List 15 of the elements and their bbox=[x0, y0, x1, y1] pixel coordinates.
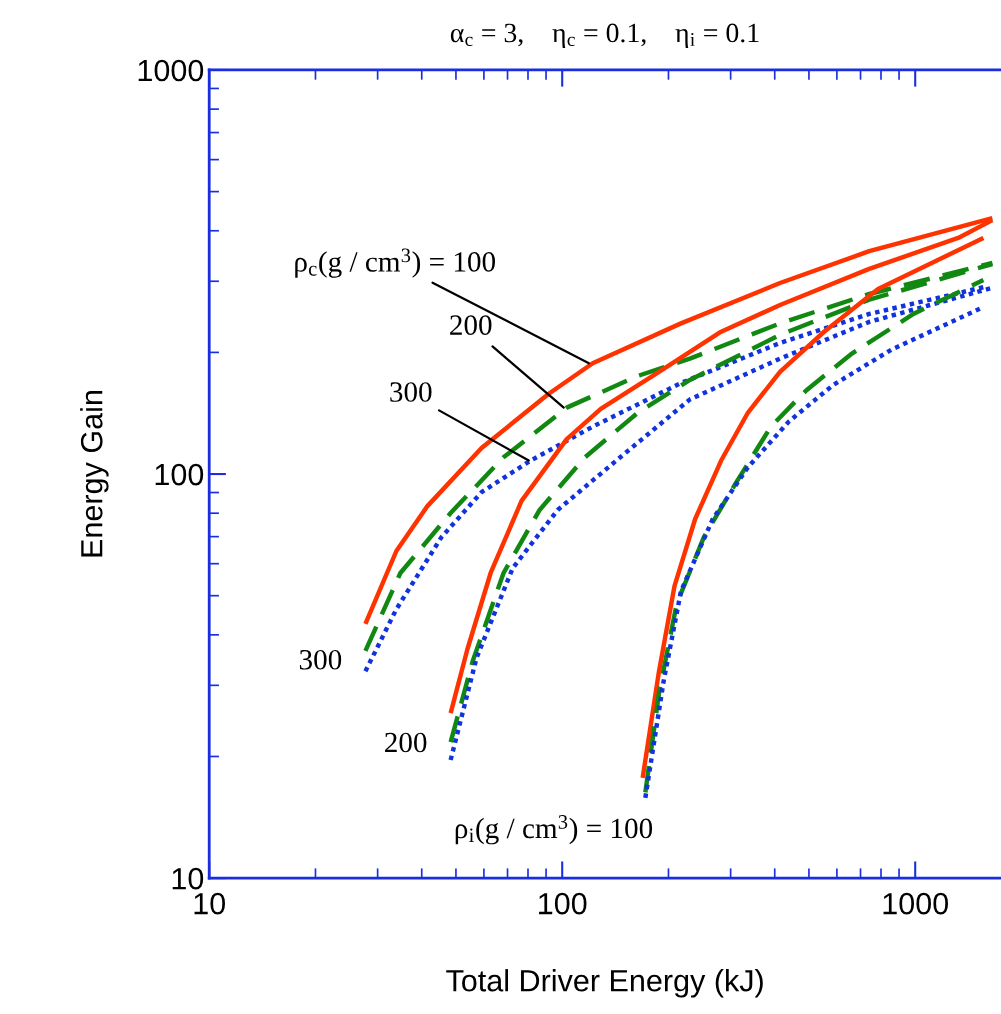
x-axis-title: Total Driver Energy (kJ) bbox=[446, 969, 763, 998]
annotation: ρ$_{i}$(g / cm$^{3}$) = 100 bbox=[455, 815, 653, 845]
x-tick-label: 1000 bbox=[883, 892, 948, 915]
annotation: 300 bbox=[299, 649, 342, 670]
annotation: 300 bbox=[390, 382, 432, 402]
y-tick-label: 100 bbox=[155, 463, 204, 486]
annotation: ρ$_{c}$(g / cm$^{3}$) = 100 bbox=[295, 248, 496, 278]
chart-title: α$_{c}$ = 3, η$_{c}$ = 0.1, η$_{i}$ = 0.1 bbox=[450, 23, 759, 48]
x-tick-label: 10 bbox=[194, 892, 226, 915]
annotation: 200 bbox=[450, 315, 492, 335]
x-tick-label: 100 bbox=[539, 892, 587, 915]
annotation: 200 bbox=[385, 732, 427, 753]
y-tick-label: 10 bbox=[172, 867, 204, 890]
y-tick-label: 1000 bbox=[138, 59, 204, 82]
y-axis-title: Energy Gain bbox=[80, 391, 109, 557]
